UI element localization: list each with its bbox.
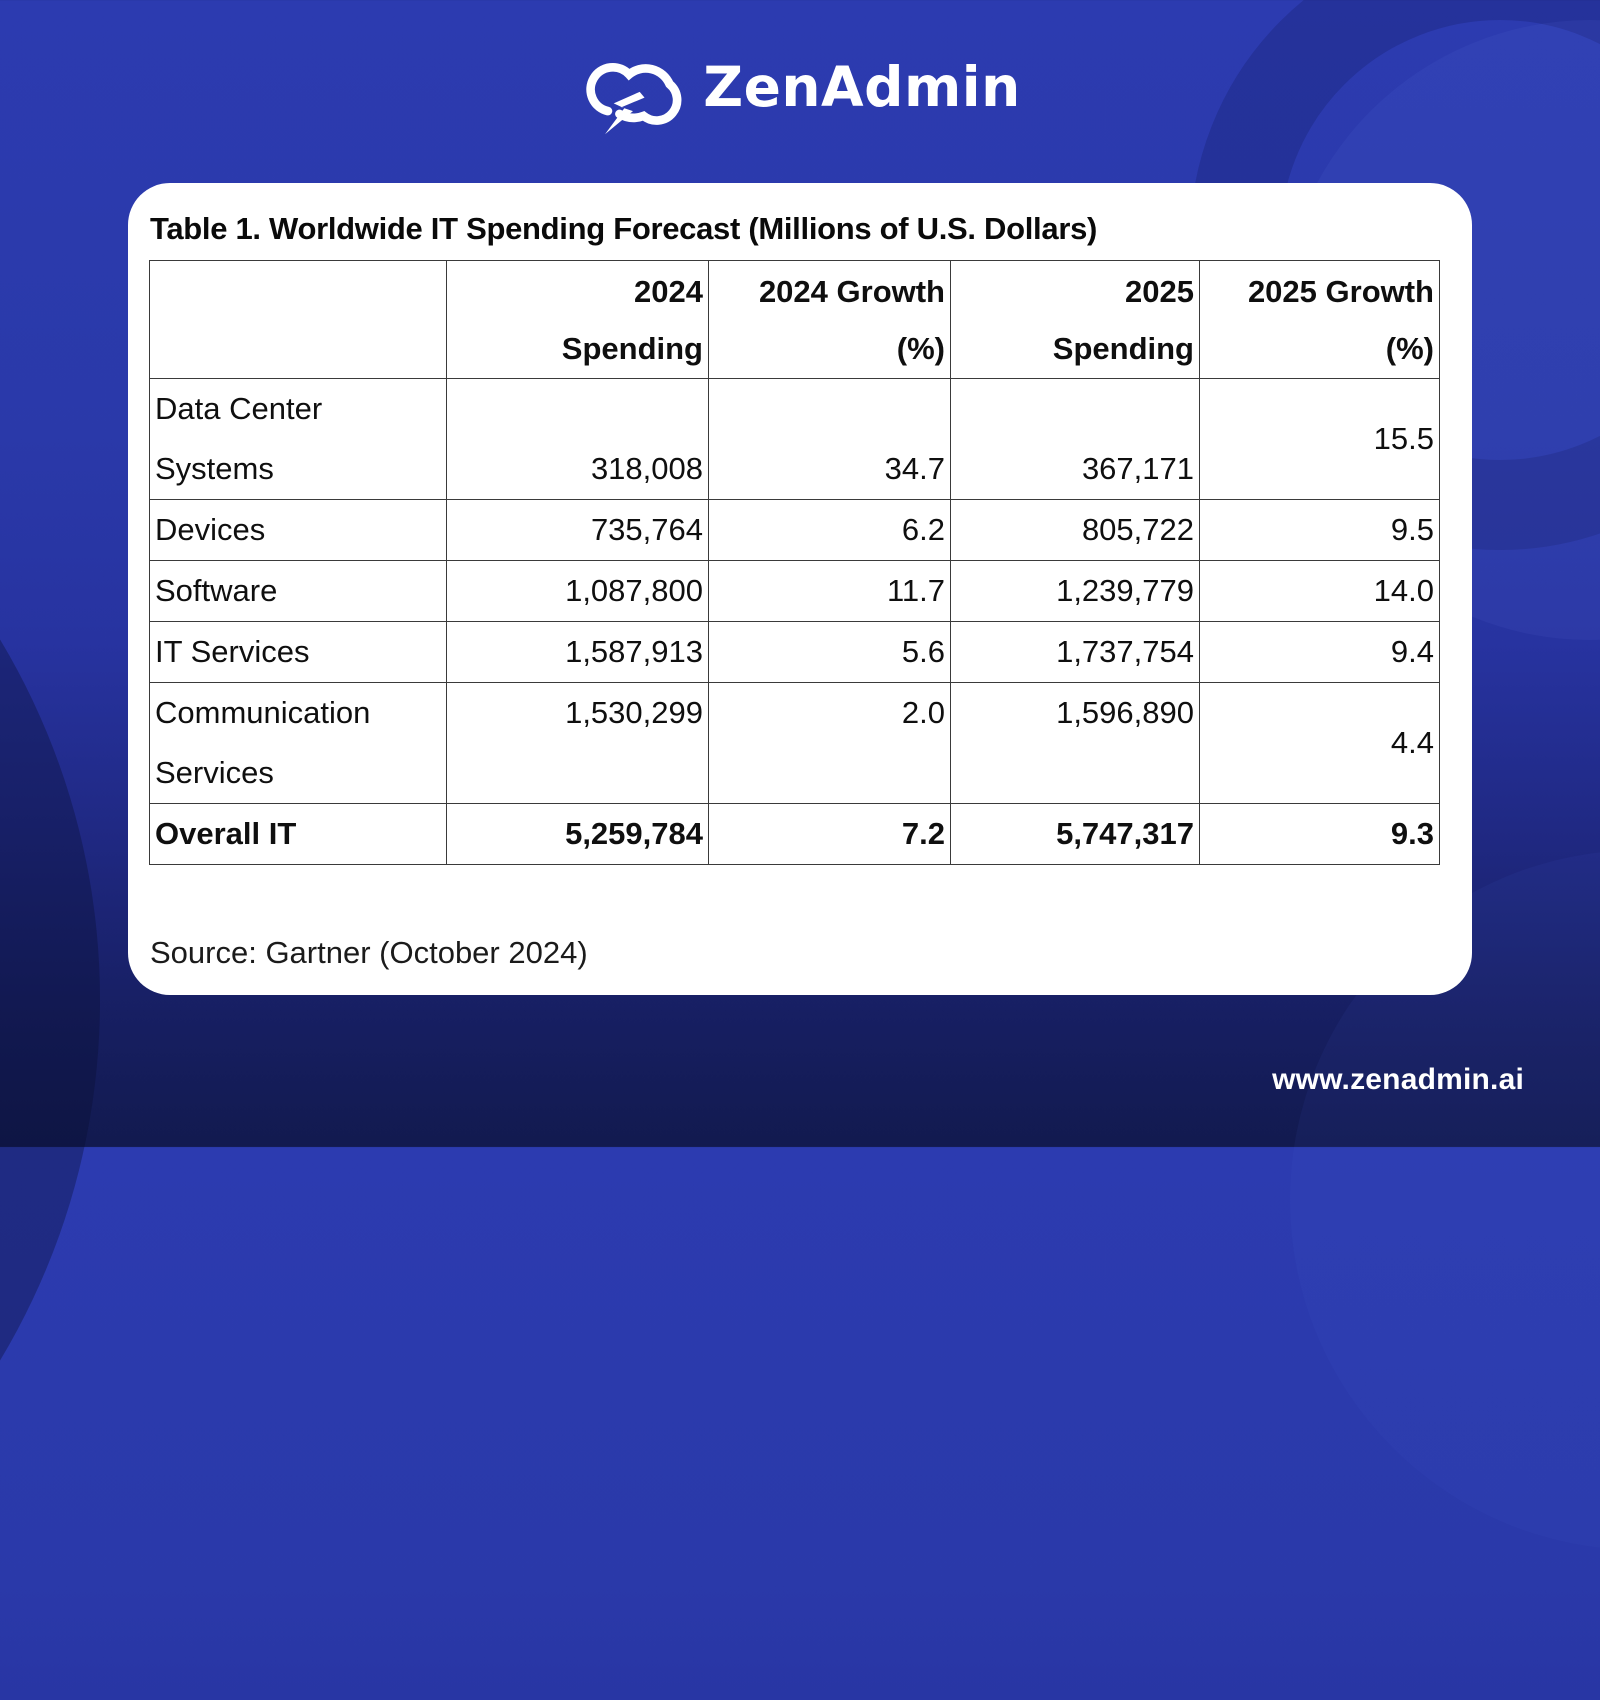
cell-value: 367,171 — [950, 378, 1200, 500]
cell-value: 6.2 — [708, 499, 951, 561]
cell-value: 11.7 — [708, 560, 951, 622]
table-row: Overall IT 5,259,784 7.2 5,747,317 9.3 — [149, 803, 1440, 865]
cell-value: 5,747,317 — [950, 803, 1200, 865]
table-row: Data Center Systems 318,008 34.7 367,171 15.… — [149, 378, 1440, 500]
cell-value: 1,530,299 — [446, 682, 709, 804]
cell-value: 1,239,779 — [950, 560, 1200, 622]
column-header: 2025 Spending — [950, 260, 1200, 379]
cell-value: 34.7 — [708, 378, 951, 500]
website-url[interactable]: www.zenadmin.ai — [1272, 1063, 1524, 1096]
header-line-2: (%) — [896, 330, 945, 366]
table-head: 2024 Spending 2024 Growth (%) 2025 Spending 20… — [149, 260, 1440, 379]
cell-value: 2.0 — [708, 682, 951, 804]
brand-name: ZenAdmin — [703, 55, 1021, 119]
table-row: Devices 735,764 6.2 805,722 9.5 — [149, 499, 1440, 561]
header-row: 2024 Spending 2024 Growth (%) 2025 Spending 20… — [149, 260, 1440, 379]
decor-circle-bottom-left — [0, 300, 100, 1700]
brand-header: ZenAdmin — [0, 34, 1600, 140]
row-label: Devices — [149, 499, 447, 561]
header-line-2: Spending — [1052, 330, 1194, 366]
cell-value: 318,008 — [446, 378, 709, 500]
cell-value: 1,737,754 — [950, 621, 1200, 683]
cell-value: 1,087,800 — [446, 560, 709, 622]
cell-value: 5,259,784 — [446, 803, 709, 865]
cell-value: 1,587,913 — [446, 621, 709, 683]
cell-value: 9.5 — [1199, 499, 1440, 561]
cell-value: 7.2 — [708, 803, 951, 865]
column-header: 2025 Growth (%) — [1199, 260, 1440, 379]
row-label: IT Services — [149, 621, 447, 683]
table-title: Table 1. Worldwide IT Spending Forecast … — [150, 211, 1098, 246]
cloud-lightning-logo-icon — [586, 62, 682, 135]
table-card: Table 1. Worldwide IT Spending Forecast … — [128, 183, 1472, 995]
row-label: Software — [149, 560, 447, 622]
row-label: Overall IT — [149, 803, 447, 865]
table-row: Communication Services 1,530,299 2.0 1,596,… — [149, 682, 1440, 804]
cell-value: 4.4 — [1199, 682, 1440, 804]
cell-value: 735,764 — [446, 499, 709, 561]
row-label: Data Center Systems — [149, 378, 447, 500]
cell-value: 805,722 — [950, 499, 1200, 561]
header-line-1: 2024 Growth — [758, 273, 945, 309]
row-label: Communication Services — [149, 682, 447, 804]
cell-value: 9.3 — [1199, 803, 1440, 865]
cell-value: 14.0 — [1199, 560, 1440, 622]
column-header: 2024 Growth (%) — [708, 260, 951, 379]
table-row: IT Services 1,587,913 5.6 1,737,754 9.4 — [149, 621, 1440, 683]
cell-value: 1,596,890 — [950, 682, 1200, 804]
header-line-1: 2024 — [634, 273, 703, 309]
header-line-1: 2025 Growth — [1247, 273, 1434, 309]
column-header: 2024 Spending — [446, 260, 709, 379]
table-row: Software 1,087,800 11.7 1,239,779 14.0 — [149, 560, 1440, 622]
header-line-2: (%) — [1385, 330, 1434, 366]
cell-value: 5.6 — [708, 621, 951, 683]
it-spending-table: 2024 Spending 2024 Growth (%) 2025 Spending 20… — [149, 260, 1440, 865]
source-note: Source: Gartner (October 2024) — [150, 935, 588, 970]
cell-value: 9.4 — [1199, 621, 1440, 683]
header-line-1: 2025 — [1125, 273, 1194, 309]
table-body: Data Center Systems 318,008 34.7 367,171 15.… — [149, 378, 1440, 865]
cell-value: 15.5 — [1199, 378, 1440, 500]
column-header — [149, 260, 447, 379]
header-line-2: Spending — [561, 330, 703, 366]
